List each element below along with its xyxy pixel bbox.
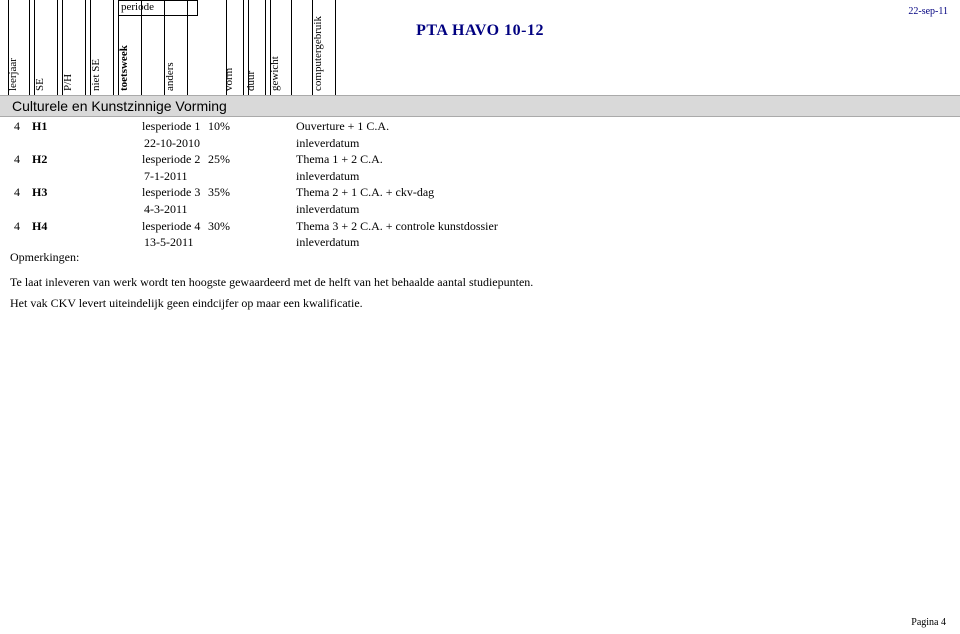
cell-periode: lesperiode 2 (74, 151, 204, 168)
cell-gewicht: 30% (204, 218, 262, 235)
cell-desc: Thema 3 + 2 C.A. + controle kunstdossier (262, 218, 960, 235)
subject-name: Culturele en Kunstzinnige Vorming (12, 98, 227, 114)
cell-gewicht: 10% (204, 118, 262, 135)
header-duur: duur (248, 0, 266, 95)
header-label-leerjaar: leerjaar (7, 58, 19, 91)
cell-periode: lesperiode 1 (74, 118, 204, 135)
cell-periode: lesperiode 3 (74, 184, 204, 201)
table-row: 4H4lesperiode 430%Thema 3 + 2 C.A. + con… (0, 218, 960, 235)
data-rows: 4H1lesperiode 110%Ouverture + 1 C.A.22-1… (0, 118, 960, 251)
cell-desc: Thema 1 + 2 C.A. (262, 151, 960, 168)
header-ph: P/H (62, 0, 86, 95)
cell-leerjaar: 4 (0, 218, 26, 235)
table-row: 4H1lesperiode 110%Ouverture + 1 C.A. (0, 118, 960, 135)
page: PTA HAVO 10-12 22-sep-11 periode leerjaa… (0, 0, 960, 634)
notes-block: Opmerkingen: Te laat inleveren van werk … (10, 250, 930, 317)
cell-se: H3 (26, 184, 74, 201)
notes-label: Opmerkingen: (10, 250, 930, 265)
header-toetsweek: toetsweek (118, 0, 142, 95)
cell-leerjaar: 4 (0, 184, 26, 201)
cell-sub: inleverdatum (262, 234, 960, 251)
header-label-ph: P/H (62, 74, 74, 91)
cell-sub: inleverdatum (262, 135, 960, 152)
header-label-niet_se: niet SE (90, 59, 102, 91)
cell-leerjaar: 4 (0, 151, 26, 168)
cell-desc: Thema 2 + 1 C.A. + ckv-dag (262, 184, 960, 201)
page-number: Pagina 4 (911, 617, 946, 628)
notes-line: Het vak CKV levert uiteindelijk geen ein… (10, 296, 930, 311)
cell-date: 13-5-2011 (74, 234, 204, 251)
header-vorm: vorm (226, 0, 244, 95)
subject-banner: Culturele en Kunstzinnige Vorming (0, 95, 960, 117)
table-row-sub: 7-1-2011 inleverdatum (0, 168, 960, 185)
header-label-toetsweek: toetsweek (118, 45, 130, 91)
header-row: periode leerjaarSEP/Hniet SEtoetsweekand… (0, 0, 960, 95)
header-label-se: SE (34, 78, 46, 91)
cell-sub: inleverdatum (262, 168, 960, 185)
cell-date: 22-10-2010 (74, 135, 204, 152)
header-anders: anders (164, 0, 188, 95)
header-label-anders: anders (164, 62, 176, 91)
cell-periode: lesperiode 4 (74, 218, 204, 235)
header-label-vorm: vorm (223, 68, 235, 91)
header-gewicht: gewicht (270, 0, 292, 95)
cell-sub: inleverdatum (262, 201, 960, 218)
cell-gewicht: 35% (204, 184, 262, 201)
header-leerjaar: leerjaar (8, 0, 30, 95)
header-label-duur: duur (245, 71, 257, 91)
cell-date: 4-3-2011 (74, 201, 204, 218)
table-row: 4H2lesperiode 225%Thema 1 + 2 C.A. (0, 151, 960, 168)
header-niet_se: niet SE (90, 0, 114, 95)
header-computergebruik: computergebruik (312, 0, 336, 95)
cell-leerjaar: 4 (0, 118, 26, 135)
cell-se: H2 (26, 151, 74, 168)
cell-se: H4 (26, 218, 74, 235)
table-row: 4H3lesperiode 335%Thema 2 + 1 C.A. + ckv… (0, 184, 960, 201)
cell-date: 7-1-2011 (74, 168, 204, 185)
header-label-computergebruik: computergebruik (312, 16, 324, 91)
table-row-sub: 13-5-2011 inleverdatum (0, 234, 960, 251)
notes-line: Te laat inleveren van werk wordt ten hoo… (10, 275, 930, 290)
cell-desc: Ouverture + 1 C.A. (262, 118, 960, 135)
table-row-sub: 4-3-2011 inleverdatum (0, 201, 960, 218)
header-se: SE (34, 0, 58, 95)
table-row-sub: 22-10-2010 inleverdatum (0, 135, 960, 152)
header-label-gewicht: gewicht (269, 56, 281, 91)
cell-se: H1 (26, 118, 74, 135)
cell-gewicht: 25% (204, 151, 262, 168)
